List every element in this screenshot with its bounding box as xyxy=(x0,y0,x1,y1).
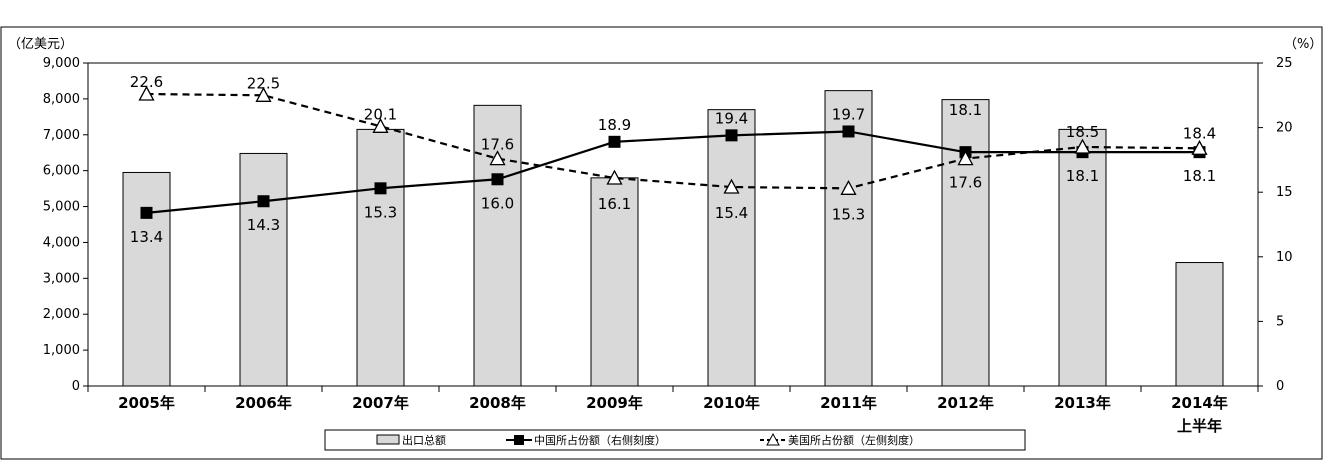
china-share-line xyxy=(146,130,1200,214)
left-tick-label: 5,000 xyxy=(43,200,80,215)
bar xyxy=(122,171,171,387)
x-tick-label: 2006年 xyxy=(235,394,292,412)
china-share-data-label: 14.3 xyxy=(247,216,280,234)
us-share-point xyxy=(723,178,740,194)
outer-border xyxy=(0,26,1323,460)
us-share-point xyxy=(489,150,506,166)
us-share-point xyxy=(840,179,857,195)
x-tick-label: 上半年 xyxy=(1177,417,1222,435)
china-share-point xyxy=(374,182,387,195)
left-tick-label: 1,000 xyxy=(43,343,80,358)
right-axis-unit: （%） xyxy=(1284,37,1322,52)
bar xyxy=(941,99,990,387)
us-share-point xyxy=(1074,138,1091,154)
china-share-point xyxy=(608,135,621,148)
china-share-data-label: 19.4 xyxy=(715,109,748,127)
x-tick-label: 2007年 xyxy=(352,394,409,412)
right-tick-label: 10 xyxy=(1276,250,1293,265)
us-share-data-label: 15.4 xyxy=(715,204,748,222)
x-tick-label: 2010年 xyxy=(703,394,760,412)
us-share-point xyxy=(957,150,974,166)
left-tick-label: 7,000 xyxy=(43,128,80,143)
us-share-point xyxy=(138,85,155,101)
us-share-data-label: 20.1 xyxy=(364,105,397,123)
right-tick-label: 0 xyxy=(1276,379,1284,394)
bar xyxy=(239,152,288,387)
legend-label-exports: 出口总额 xyxy=(402,433,446,447)
lines-group xyxy=(138,85,1208,219)
legend-group: 出口总额 中国所占份额（右侧刻度） 美国所占份额（左侧刻度） xyxy=(324,429,1026,451)
legend-label-china-share: 中国所占份额（右侧刻度） xyxy=(534,433,666,447)
legend-bar-swatch xyxy=(376,434,400,445)
x-tick-label: 2011年 xyxy=(820,394,877,412)
right-tick-label: 15 xyxy=(1276,185,1293,200)
x-tick-label: 2014年 xyxy=(1171,394,1228,412)
china-share-data-label: 13.4 xyxy=(130,228,163,246)
legend-label-us-share: 美国所占份额（左侧刻度） xyxy=(788,433,920,447)
right-tick-label: 5 xyxy=(1276,314,1284,329)
china-share-point xyxy=(491,173,504,186)
bar xyxy=(356,128,405,387)
left-tick-label: 0 xyxy=(72,379,80,394)
us-share-data-label: 15.3 xyxy=(832,205,865,223)
legend-china-marker xyxy=(514,435,524,445)
left-tick-label: 6,000 xyxy=(43,164,80,179)
left-tick-label: 4,000 xyxy=(43,235,80,250)
x-tick-label: 2008年 xyxy=(469,394,526,412)
us-share-point xyxy=(1191,139,1208,155)
us-share-point xyxy=(606,169,623,185)
china-share-data-label: 18.1 xyxy=(1183,167,1216,185)
legend-us-marker xyxy=(766,432,780,446)
china-share-point xyxy=(257,195,270,208)
us-share-data-label: 18.4 xyxy=(1183,124,1216,142)
left-tick-label: 8,000 xyxy=(43,92,80,107)
china-share-data-label: 18.1 xyxy=(949,101,982,119)
legend-box xyxy=(324,429,1026,451)
china-share-point xyxy=(140,206,153,219)
x-tick-label: 2013年 xyxy=(1054,394,1111,412)
bar xyxy=(1058,128,1107,387)
china-share-data-label: 19.7 xyxy=(832,105,865,123)
us-share-data-label: 18.5 xyxy=(1066,123,1099,141)
left-axis-unit: （亿美元） xyxy=(8,37,73,52)
china-share-data-label: 18.9 xyxy=(598,116,631,134)
x-tick-label: 2005年 xyxy=(118,394,175,412)
us-share-point xyxy=(255,86,272,102)
us-share-data-label: 22.5 xyxy=(247,74,280,92)
us-share-data-label: 17.6 xyxy=(949,174,982,192)
x-tick-label: 2012年 xyxy=(937,394,994,412)
china-share-data-label: 15.3 xyxy=(364,203,397,221)
china-share-point xyxy=(842,125,855,138)
data-labels-group: 13.4 14.3 15.3 16.0 18.9 19.4 19.7 18.1 18.1 18.1… xyxy=(130,73,1216,246)
left-tick-label: 9,000 xyxy=(43,56,80,71)
bar xyxy=(1175,262,1224,387)
us-share-data-label: 17.6 xyxy=(481,136,514,154)
china-share-data-label: 16.0 xyxy=(481,194,514,212)
bar xyxy=(707,109,756,387)
right-tick-label: 20 xyxy=(1276,121,1293,136)
right-tick-label: 25 xyxy=(1276,56,1293,71)
us-share-point xyxy=(372,117,389,133)
bar xyxy=(824,90,873,387)
china-share-point xyxy=(725,129,738,142)
axes-group: （亿美元） （%） 0 1,000 2,000 3,000 4,000 5,000 6,000 7… xyxy=(0,26,1323,460)
bars-group xyxy=(122,90,1224,387)
left-tick-label: 3,000 xyxy=(43,271,80,286)
bar xyxy=(590,177,639,387)
china-share-data-label: 18.1 xyxy=(1066,167,1099,185)
us-share-data-label: 22.6 xyxy=(130,73,163,91)
left-tick-label: 2,000 xyxy=(43,307,80,322)
us-share-line xyxy=(146,92,1200,190)
us-share-data-label: 16.1 xyxy=(598,195,631,213)
x-tick-label: 2009年 xyxy=(586,394,643,412)
